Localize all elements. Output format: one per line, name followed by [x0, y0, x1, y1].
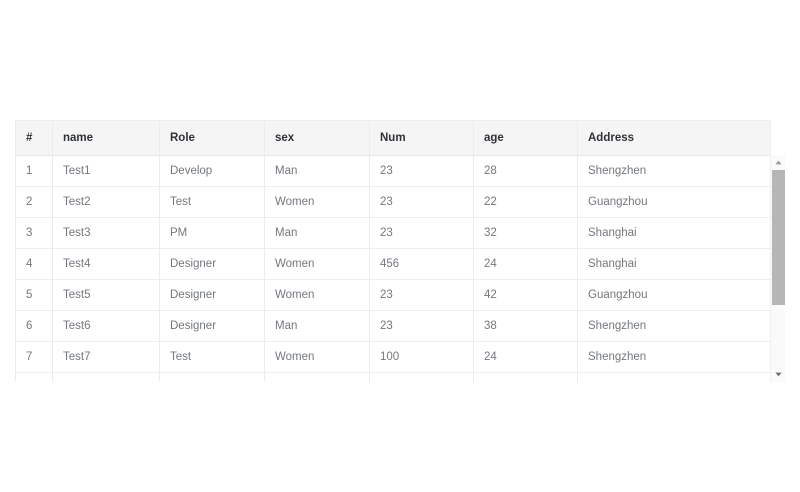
- table-row[interactable]: 5 Test5 Designer Women 23 42 Guangzhou: [15, 279, 770, 311]
- scrollbar-header-cap: [771, 120, 785, 155]
- cell-sex: Women: [264, 248, 370, 280]
- table-row[interactable]: 7 Test7 Test Women 100 24 Shengzhen: [15, 341, 770, 373]
- table-body: 1 Test1 Develop Man 23 28 Shengzhen 2 Te…: [15, 155, 770, 382]
- cell-age: [473, 372, 578, 382]
- cell-age: 38: [473, 310, 578, 342]
- cell-idx: 6: [15, 310, 53, 342]
- cell-num: 23: [369, 217, 474, 249]
- cell-num: 23: [369, 310, 474, 342]
- cell-addr: Shanghai: [577, 248, 770, 280]
- column-header-role[interactable]: Role: [159, 120, 265, 156]
- cell-age: 24: [473, 341, 578, 373]
- cell-age: 22: [473, 186, 578, 218]
- column-header-age[interactable]: age: [473, 120, 578, 156]
- cell-num: [369, 372, 474, 382]
- cell-sex: Women: [264, 341, 370, 373]
- cell-sex: Women: [264, 279, 370, 311]
- cell-idx: 4: [15, 248, 53, 280]
- table-row[interactable]: 6 Test6 Designer Man 23 38 Shengzhen: [15, 310, 770, 342]
- cell-num: 23: [369, 155, 474, 187]
- cell-role: Develop: [159, 155, 265, 187]
- cell-name: Test7: [52, 341, 160, 373]
- cell-idx: 2: [15, 186, 53, 218]
- cell-age: 28: [473, 155, 578, 187]
- cell-idx: 1: [15, 155, 53, 187]
- cell-addr: Shengzhen: [577, 341, 770, 373]
- cell-role: Test: [159, 186, 265, 218]
- cell-role: Designer: [159, 279, 265, 311]
- cell-addr: Shengzhen: [577, 310, 770, 342]
- cell-name: Test2: [52, 186, 160, 218]
- data-table-scroll-viewport[interactable]: # name Role sex Num age Address 1 Test1 …: [15, 120, 770, 382]
- table-row[interactable]: 3 Test3 PM Man 23 32 Shanghai: [15, 217, 770, 249]
- triangle-up-icon: [775, 160, 782, 165]
- scroll-up-button[interactable]: [771, 155, 786, 169]
- column-header-sex[interactable]: sex: [264, 120, 370, 156]
- cell-age: 24: [473, 248, 578, 280]
- cell-age: 42: [473, 279, 578, 311]
- cell-addr: Guangzhou: [577, 279, 770, 311]
- cell-sex: Man: [264, 217, 370, 249]
- cell-idx: [15, 372, 53, 382]
- table-row[interactable]: [15, 372, 770, 382]
- cell-name: Test6: [52, 310, 160, 342]
- triangle-down-icon: [775, 372, 782, 377]
- column-header-addr[interactable]: Address: [577, 120, 770, 156]
- cell-addr: [577, 372, 770, 382]
- cell-addr: Shengzhen: [577, 155, 770, 187]
- scrollbar-thumb[interactable]: [772, 170, 785, 305]
- table-row[interactable]: 2 Test2 Test Women 23 22 Guangzhou: [15, 186, 770, 218]
- cell-num: 23: [369, 186, 474, 218]
- cell-addr: Shanghai: [577, 217, 770, 249]
- cell-role: Designer: [159, 248, 265, 280]
- cell-role: Designer: [159, 310, 265, 342]
- cell-sex: Man: [264, 310, 370, 342]
- cell-num: 100: [369, 341, 474, 373]
- cell-addr: Guangzhou: [577, 186, 770, 218]
- cell-age: 32: [473, 217, 578, 249]
- table-row[interactable]: 4 Test4 Designer Women 456 24 Shanghai: [15, 248, 770, 280]
- cell-role: Test: [159, 341, 265, 373]
- scroll-down-button[interactable]: [771, 367, 786, 381]
- cell-name: [52, 372, 160, 382]
- column-header-name[interactable]: name: [52, 120, 160, 156]
- cell-role: [159, 372, 265, 382]
- data-table-container: # name Role sex Num age Address 1 Test1 …: [15, 120, 785, 382]
- cell-idx: 7: [15, 341, 53, 373]
- column-header-idx[interactable]: #: [15, 120, 53, 156]
- table-header-row: # name Role sex Num age Address: [15, 120, 770, 156]
- table-row[interactable]: 1 Test1 Develop Man 23 28 Shengzhen: [15, 155, 770, 187]
- cell-sex: Women: [264, 186, 370, 218]
- cell-idx: 3: [15, 217, 53, 249]
- cell-name: Test3: [52, 217, 160, 249]
- cell-sex: [264, 372, 370, 382]
- cell-num: 456: [369, 248, 474, 280]
- table-header: # name Role sex Num age Address: [15, 120, 770, 156]
- data-table: # name Role sex Num age Address 1 Test1 …: [15, 120, 770, 382]
- cell-name: Test5: [52, 279, 160, 311]
- cell-sex: Man: [264, 155, 370, 187]
- cell-role: PM: [159, 217, 265, 249]
- cell-num: 23: [369, 279, 474, 311]
- cell-name: Test4: [52, 248, 160, 280]
- column-header-num[interactable]: Num: [369, 120, 474, 156]
- cell-name: Test1: [52, 155, 160, 187]
- vertical-scrollbar[interactable]: [770, 120, 785, 382]
- cell-idx: 5: [15, 279, 53, 311]
